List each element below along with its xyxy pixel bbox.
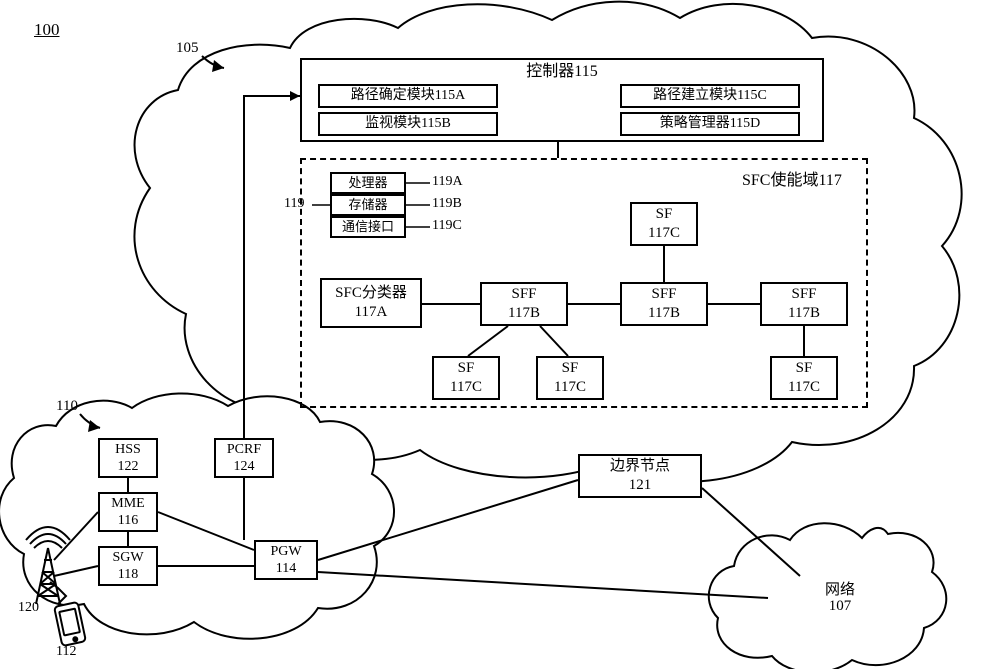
sff-2-l2: 117B bbox=[648, 304, 680, 323]
sff-1-l2: 117B bbox=[508, 304, 540, 323]
tower-icon bbox=[26, 527, 70, 604]
sgw-l1: SGW bbox=[112, 549, 143, 567]
sf-b1-l1: SF bbox=[458, 359, 475, 378]
module-path-establish: 路径建立模块115C bbox=[620, 84, 800, 108]
sff-2-l1: SFF bbox=[651, 285, 676, 304]
pgw-box: PGW 114 bbox=[254, 540, 318, 580]
module-policy-mgr: 策略管理器115D bbox=[620, 112, 800, 136]
ref-119a: 119A bbox=[432, 174, 463, 190]
sf-b2-l2: 117C bbox=[554, 378, 586, 397]
sgw-l2: 118 bbox=[118, 566, 138, 584]
network-l1: 网络 bbox=[810, 578, 870, 599]
sf-b3: SF 117C bbox=[770, 356, 838, 400]
sf-b3-l1: SF bbox=[796, 359, 813, 378]
controller-title: 控制器115 bbox=[302, 62, 822, 82]
sf-b1: SF 117C bbox=[432, 356, 500, 400]
sff-1: SFF 117B bbox=[480, 282, 568, 326]
module-path-determine: 路径确定模块115A bbox=[318, 84, 498, 108]
sfc-classifier-l2: 117A bbox=[355, 303, 388, 322]
sf-b1-l2: 117C bbox=[450, 378, 482, 397]
sfc-classifier-l1: SFC分类器 bbox=[335, 284, 407, 303]
mme-l2: 116 bbox=[118, 512, 138, 530]
phone-icon bbox=[54, 602, 86, 646]
memory-box: 存储器 bbox=[330, 194, 406, 216]
pcrf-l1: PCRF bbox=[227, 441, 261, 459]
hss-l2: 122 bbox=[118, 458, 139, 476]
sff-3-l1: SFF bbox=[791, 285, 816, 304]
cloud-105-ref: 105 bbox=[176, 40, 199, 57]
ref-119b: 119B bbox=[432, 196, 462, 212]
sf-top-l1: SF bbox=[656, 205, 673, 224]
sf-b2-l1: SF bbox=[562, 359, 579, 378]
phone-ref: 112 bbox=[56, 644, 76, 660]
cloud-110 bbox=[0, 393, 394, 638]
sfc-domain-title: SFC使能域117 bbox=[742, 166, 842, 190]
sff-3-l2: 117B bbox=[788, 304, 820, 323]
hss-l1: HSS bbox=[115, 441, 141, 459]
hss-box: HSS 122 bbox=[98, 438, 158, 478]
pcrf-box: PCRF 124 bbox=[214, 438, 274, 478]
module-monitor: 监视模块115B bbox=[318, 112, 498, 136]
border-node: 边界节点 121 bbox=[578, 454, 702, 498]
sff-3: SFF 117B bbox=[760, 282, 848, 326]
figure-ref: 100 bbox=[34, 20, 60, 40]
ref-119: 119 bbox=[284, 196, 304, 212]
sf-b2: SF 117C bbox=[536, 356, 604, 400]
sf-top-l2: 117C bbox=[648, 224, 680, 243]
sff-2: SFF 117B bbox=[620, 282, 708, 326]
sff-1-l1: SFF bbox=[511, 285, 536, 304]
sf-b3-l2: 117C bbox=[788, 378, 820, 397]
network-l2: 107 bbox=[810, 598, 870, 615]
sgw-box: SGW 118 bbox=[98, 546, 158, 586]
ref-119c: 119C bbox=[432, 218, 462, 234]
cloud-110-ref: 110 bbox=[56, 398, 78, 415]
border-l2: 121 bbox=[629, 476, 652, 495]
pgw-l2: 114 bbox=[276, 560, 296, 578]
interface-box: 通信接口 bbox=[330, 216, 406, 238]
pcrf-l2: 124 bbox=[234, 458, 255, 476]
border-l1: 边界节点 bbox=[610, 457, 670, 476]
mme-box: MME 116 bbox=[98, 492, 158, 532]
pgw-l1: PGW bbox=[270, 543, 301, 561]
tower-ref: 120 bbox=[18, 600, 39, 616]
sf-top: SF 117C bbox=[630, 202, 698, 246]
sfc-classifier: SFC分类器 117A bbox=[320, 278, 422, 328]
mme-l1: MME bbox=[111, 495, 144, 513]
processor-box: 处理器 bbox=[330, 172, 406, 194]
